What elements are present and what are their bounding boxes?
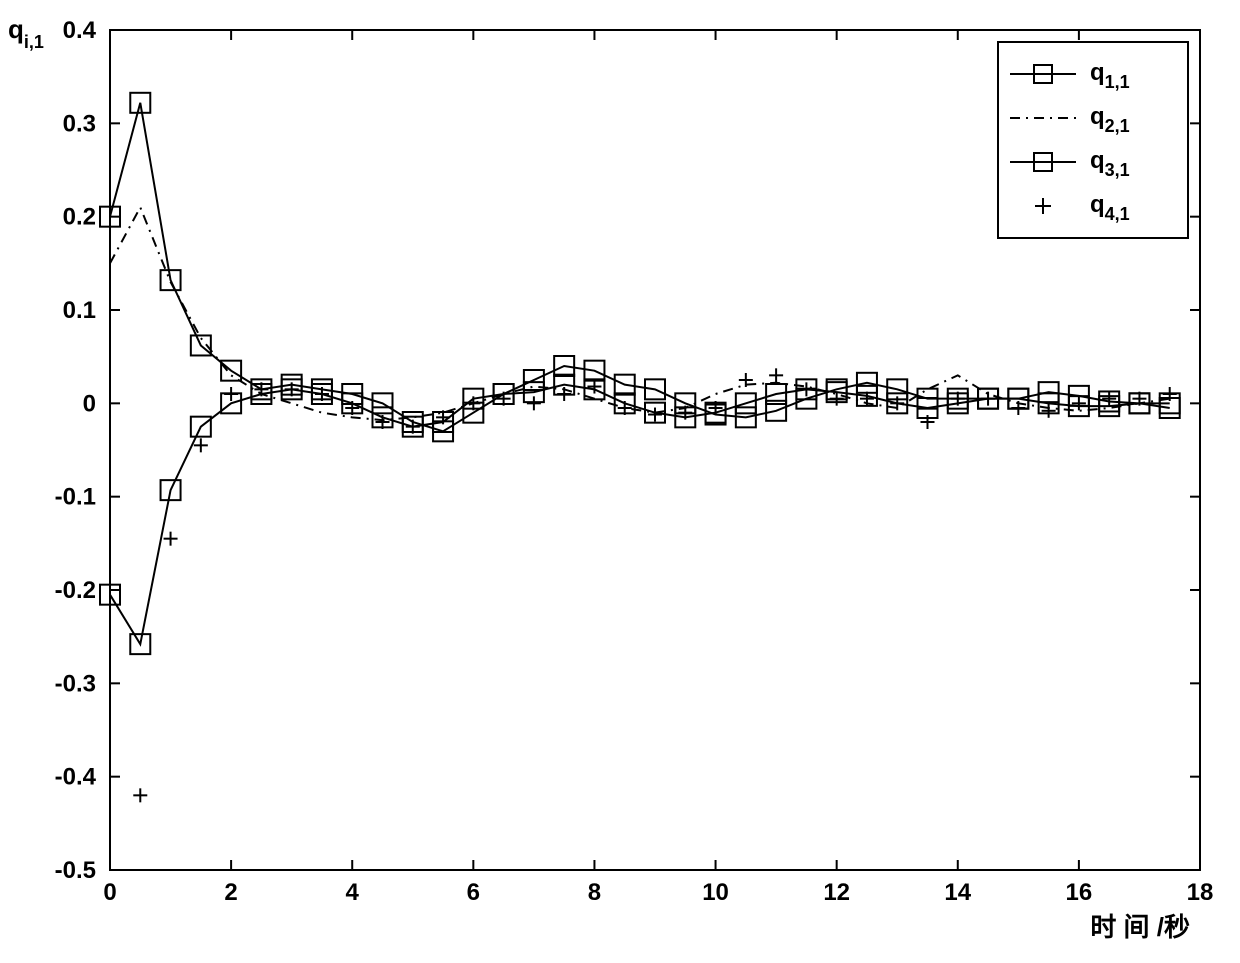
x-tick-label: 2 <box>224 879 237 906</box>
y-tick-label: 0.4 <box>63 17 97 44</box>
x-tick-label: 10 <box>702 879 729 906</box>
legend: q1,1q2,1q3,1q4,1 <box>998 42 1188 238</box>
y-tick-label: -0.2 <box>55 577 96 604</box>
y-tick-label: 0.3 <box>63 110 96 137</box>
x-tick-label: 18 <box>1187 879 1214 906</box>
x-tick-label: 0 <box>103 879 116 906</box>
x-tick-label: 14 <box>944 879 971 906</box>
y-axis-label: qi,1 <box>8 14 44 52</box>
y-tick-label: 0.2 <box>63 204 96 231</box>
x-tick-label: 16 <box>1066 879 1093 906</box>
x-tick-label: 4 <box>346 879 360 906</box>
y-tick-label: 0.1 <box>63 297 96 324</box>
y-tick-label: -0.1 <box>55 484 96 511</box>
y-tick-label: -0.5 <box>55 857 96 884</box>
x-axis-label: 时 间 /秒 <box>1090 912 1190 942</box>
x-tick-label: 12 <box>823 879 850 906</box>
x-tick-label: 6 <box>467 879 480 906</box>
y-tick-label: 0 <box>83 390 96 417</box>
y-tick-label: -0.3 <box>55 670 96 697</box>
y-tick-label: -0.4 <box>55 764 97 791</box>
series-q3-line <box>110 385 1170 644</box>
x-tick-label: 8 <box>588 879 601 906</box>
line-chart: 0 2 4 6 8 10 12 14 16 18 时 间 /秒 -0.5 -0.4 -0.3 -0.2 -0.… <box>0 0 1240 963</box>
